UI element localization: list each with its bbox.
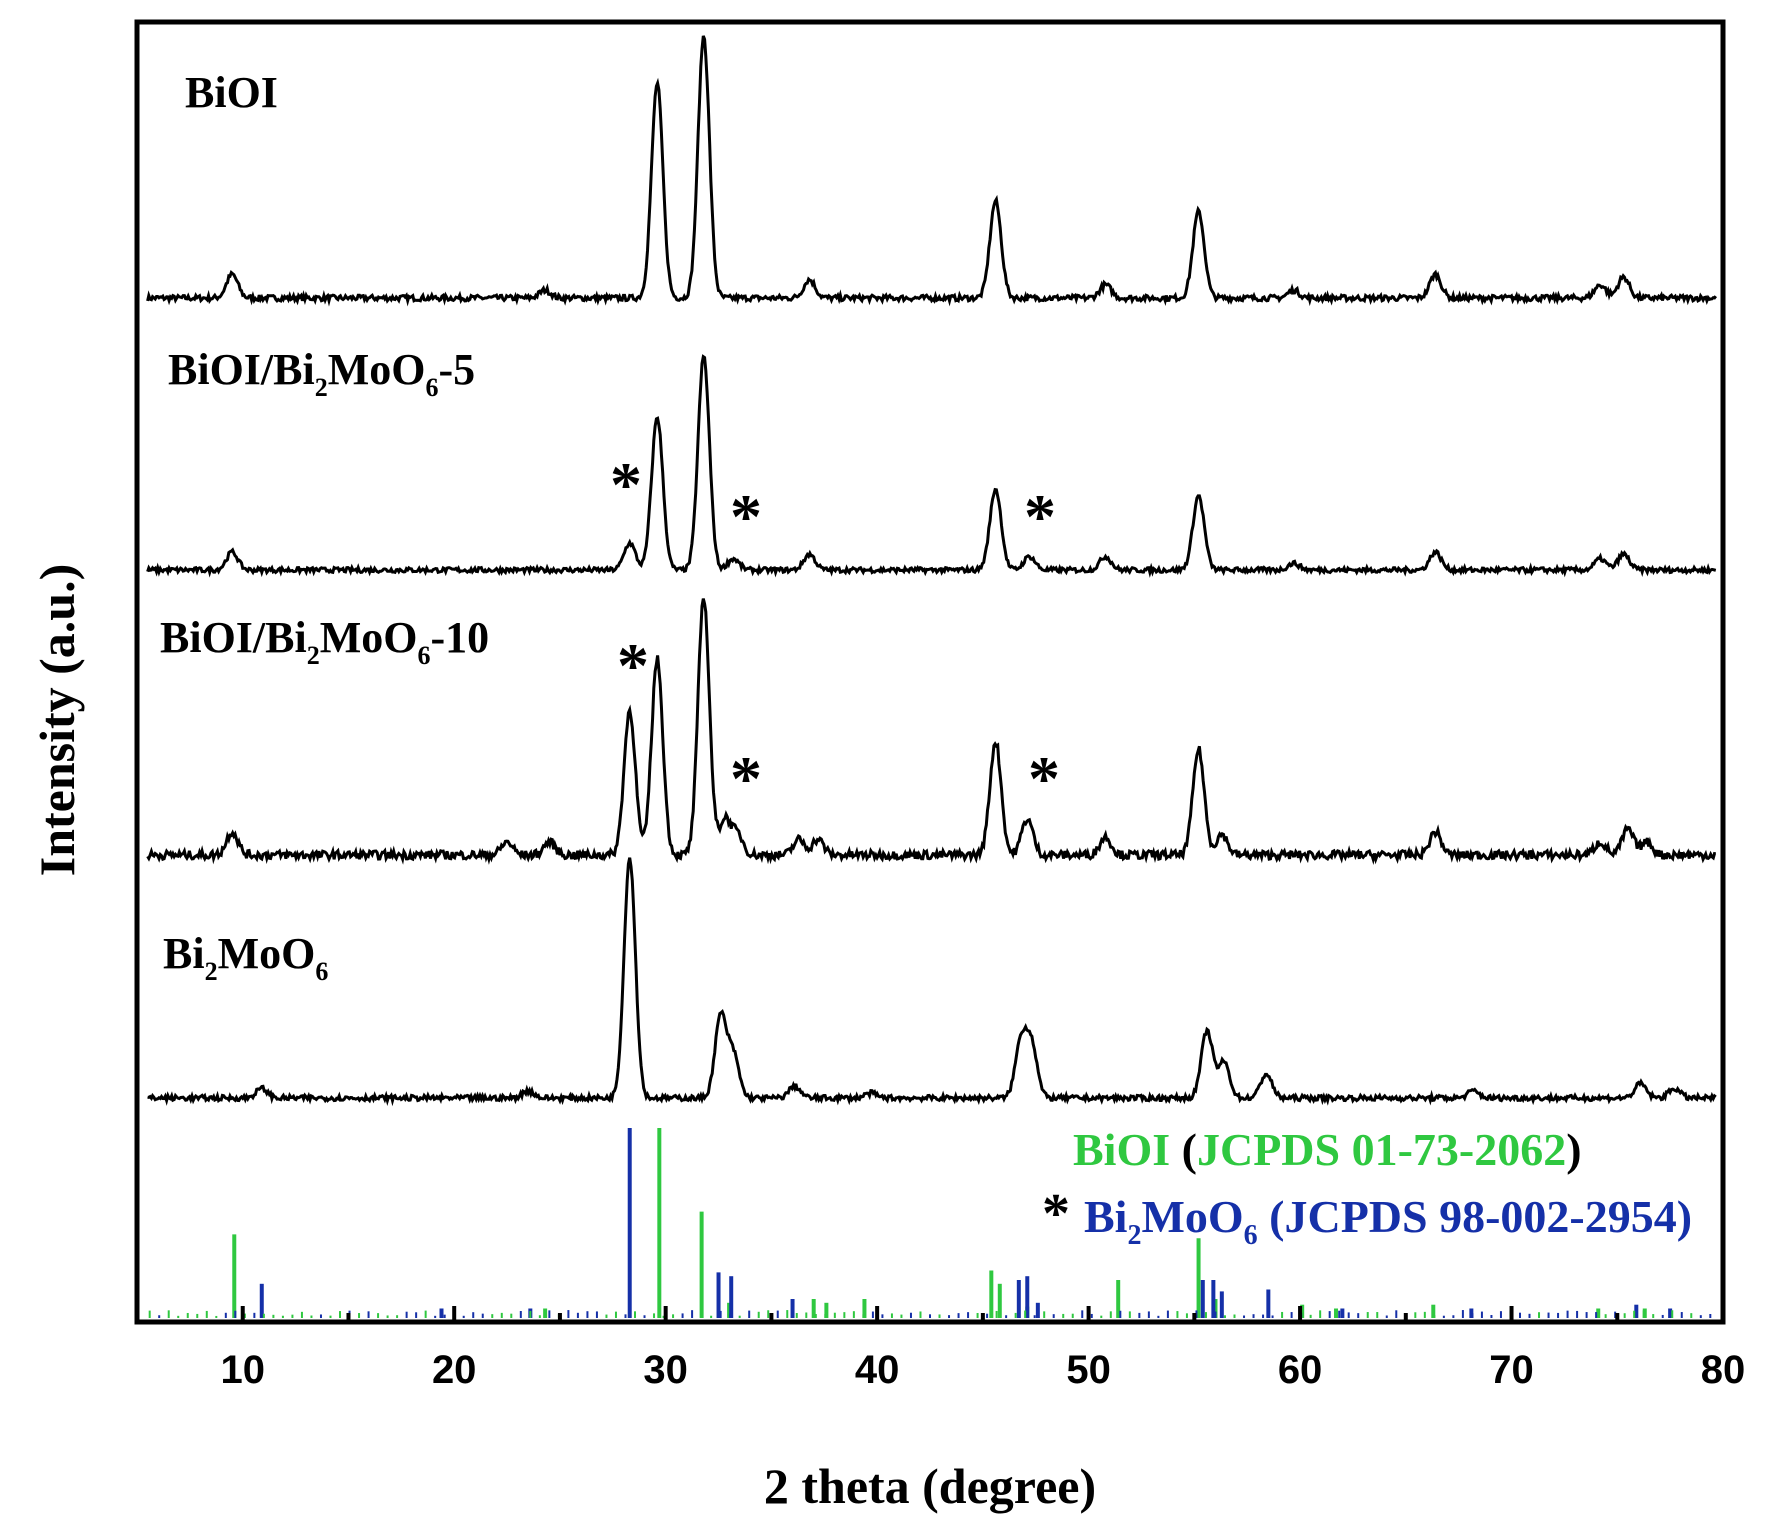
star-marker-5: * (730, 743, 762, 814)
x-tick-label-20: 20 (432, 1348, 477, 1392)
x-tick-label-10: 10 (220, 1348, 265, 1392)
series-label-2: BiOI/Bi2MoO6-5 (168, 345, 475, 402)
y-axis-label: Intensity (a.u.) (29, 564, 85, 877)
x-tick-label-80: 80 (1701, 1348, 1746, 1392)
star-marker-3: * (1024, 481, 1056, 552)
star-marker-4: * (617, 630, 649, 701)
reference-lines (148, 1128, 1712, 1318)
x-tick-label-40: 40 (855, 1348, 900, 1392)
reference-legend: BiOI (JCPDS 01-73-2062) * Bi2MoO6 (JCPDS … (1042, 1124, 1692, 1251)
xrd-trace-4 (147, 857, 1717, 1107)
plot-frame (134, 19, 1726, 1325)
star-marker-1: * (610, 449, 642, 520)
x-axis-label: 2 theta (degree) (764, 1458, 1096, 1514)
x-tick-label-70: 70 (1489, 1348, 1534, 1392)
star-marker-2: * (730, 481, 762, 552)
x-axis-ticks: 10 20 30 40 50 60 70 80 (135, 1306, 1746, 1392)
star-marker-6: * (1028, 743, 1060, 814)
xrd-trace-2 (146, 354, 1717, 578)
series-label-4: Bi2MoO6 (163, 929, 328, 986)
x-tick-label-60: 60 (1278, 1348, 1323, 1392)
xrd-traces (146, 35, 1717, 1107)
star-markers: * * * * * * (610, 449, 1060, 814)
x-tick-label-50: 50 (1066, 1348, 1111, 1392)
series-labels: BiOI BiOI/Bi2MoO6-5 BiOI/Bi2MoO6-10 Bi2MoO6 (160, 68, 489, 986)
legend-entry-1: BiOI (JCPDS 01-73-2062) (1073, 1124, 1582, 1175)
legend-entry-2: * Bi2MoO6 (JCPDS 98-002-2954) (1042, 1183, 1692, 1251)
xrd-trace-3 (146, 598, 1717, 866)
xrd-trace-1 (146, 35, 1717, 307)
series-label-3: BiOI/Bi2MoO6-10 (160, 613, 489, 670)
series-label-1: BiOI (185, 68, 278, 117)
x-tick-label-30: 30 (643, 1348, 688, 1392)
